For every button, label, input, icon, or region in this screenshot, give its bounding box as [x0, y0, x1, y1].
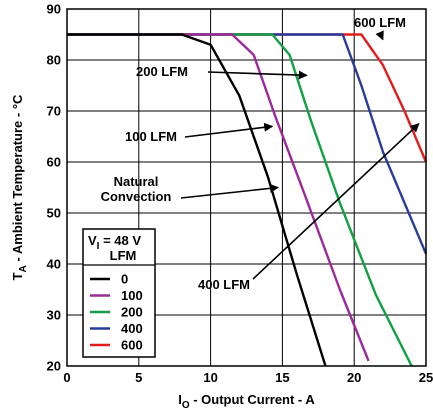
- legend-title-subscript: I: [97, 241, 100, 252]
- legend-title-line-2: LFM: [110, 248, 137, 263]
- x-tick-label: 10: [203, 370, 217, 385]
- x-axis-title-prefix: I: [178, 392, 182, 407]
- annotation-label-400: 400 LFM: [198, 277, 250, 292]
- series-line-600: [67, 33, 428, 163]
- x-axis-title-suffix: - Output Current - A: [190, 392, 316, 407]
- series-line-200: [67, 33, 413, 367]
- annotation-arrow-nc: [180, 183, 279, 199]
- annotation-arrow-400: [252, 123, 420, 280]
- annotation-arrow-100: [184, 122, 274, 138]
- x-tick-label: 20: [347, 370, 361, 385]
- y-axis-title: TA - Ambient Temperature - °C: [10, 94, 29, 280]
- y-tick-label: 60: [47, 155, 61, 170]
- legend-title-prefix: V: [88, 233, 97, 248]
- legend-label-600: 600: [121, 338, 143, 353]
- legend-label-100: 100: [121, 288, 143, 303]
- annotation-arrow-600: [375, 30, 384, 41]
- x-tick-label: 5: [135, 370, 142, 385]
- legend-box: [82, 228, 156, 358]
- series-line-400: [67, 33, 428, 255]
- legend-title-line-1: VI = 48 V: [88, 233, 141, 252]
- x-tick-label: 0: [63, 370, 70, 385]
- y-tick-label: 30: [47, 308, 61, 323]
- y-axis-title-subscript: A: [18, 265, 29, 272]
- x-axis-title: IO - Output Current - A: [178, 392, 315, 411]
- annotation-arrow-200: [207, 70, 308, 80]
- y-tick-label: 50: [47, 206, 61, 221]
- legend-label-400: 400: [121, 321, 143, 336]
- legend-label-200: 200: [121, 305, 143, 320]
- legend-title-suffix: = 48 V: [99, 233, 141, 248]
- plot-frame: [66, 8, 427, 367]
- annotation-label-200: 200 LFM: [136, 64, 188, 79]
- y-tick-label: 40: [47, 257, 61, 272]
- x-axis-title-subscript: O: [182, 400, 190, 411]
- y-tick-label: 80: [47, 53, 61, 68]
- x-tick-label: 15: [275, 370, 289, 385]
- annotation-label-600: 600 LFM: [354, 15, 406, 30]
- legend-label-0: 0: [121, 272, 128, 287]
- annotation-label-nc: Natural: [114, 174, 159, 189]
- y-axis-title-prefix: T: [10, 272, 25, 280]
- y-tick-label: 90: [47, 2, 61, 17]
- tick-labels: 0 5 10 15 20 25 20 30 40 50 60 70 80 90: [47, 2, 433, 386]
- annotation-label-nc: Convection: [101, 189, 172, 204]
- y-tick-label: 20: [47, 359, 61, 374]
- series-line-0: [67, 33, 327, 367]
- annotation-label-100: 100 LFM: [125, 129, 177, 144]
- y-axis-title-suffix: - Ambient Temperature - °C: [10, 94, 25, 265]
- x-tick-label: 25: [419, 370, 433, 385]
- y-tick-label: 70: [47, 104, 61, 119]
- series-line-100: [67, 33, 370, 362]
